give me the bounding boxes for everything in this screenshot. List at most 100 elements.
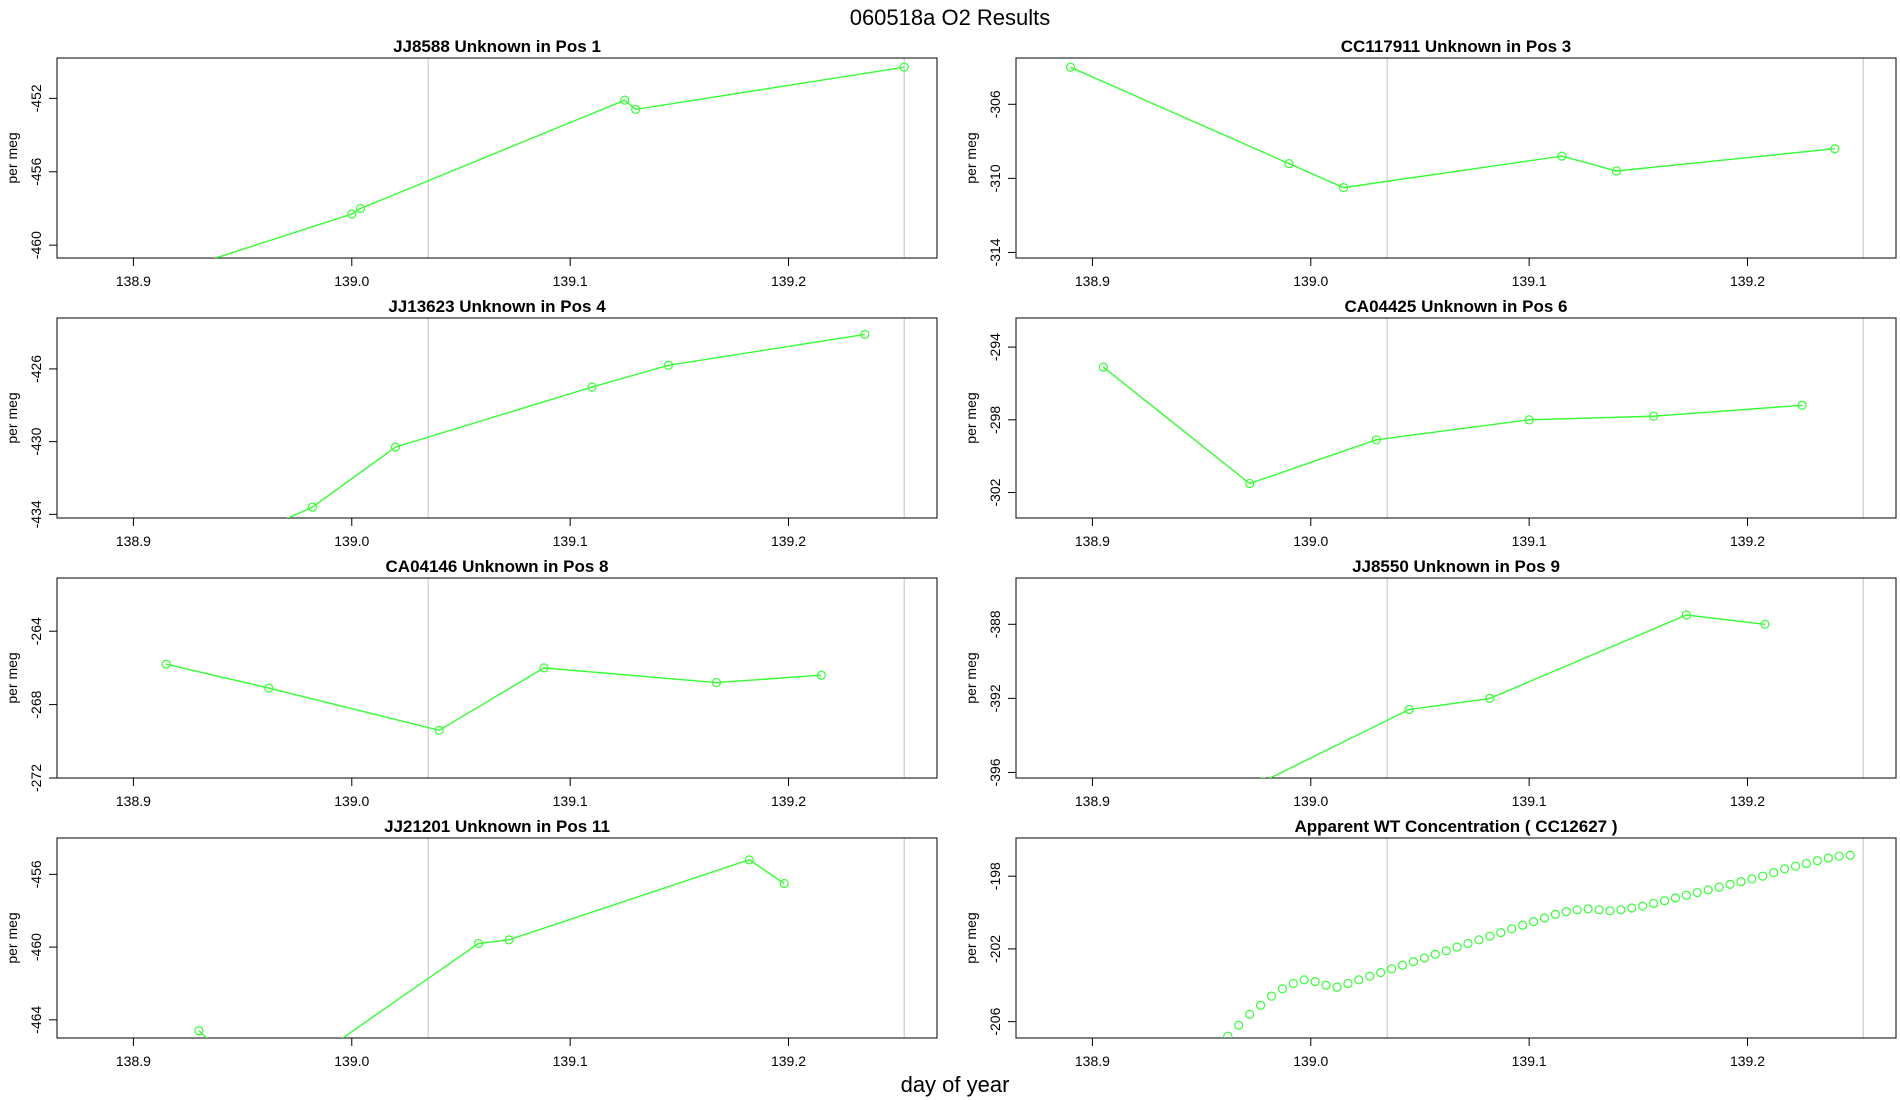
y-tick-label: -268: [28, 690, 44, 718]
x-tick-label: 139.0: [1293, 793, 1328, 809]
data-point: [1659, 896, 1670, 906]
y-tick-label: -198: [987, 862, 1003, 890]
x-tick-label: 139.0: [334, 793, 369, 809]
y-tick-label: -464: [28, 1006, 44, 1034]
panel-7: JJ21201 Unknown in Pos 11 138.9 139.0 139.1…: [4, 817, 938, 1069]
data-point: [1463, 938, 1473, 949]
data-point: [1474, 935, 1484, 945]
y-tick-label: -206: [987, 1007, 1003, 1035]
x-tick-label: 139.1: [553, 793, 588, 809]
y-axis-label: per meg: [963, 132, 979, 183]
data-point: [434, 725, 444, 735]
x-tick-label: 139.1: [553, 533, 588, 549]
data-point: [1681, 890, 1691, 900]
x-tick-label: 139.2: [771, 793, 806, 809]
data-point: [1408, 957, 1419, 967]
x-tick-label: 138.9: [1075, 273, 1110, 289]
data-point: [620, 95, 630, 105]
data-point: [1485, 931, 1495, 941]
data-point: [1670, 893, 1681, 903]
panel-title: CC117911 Unknown in Pos 3: [1341, 37, 1572, 56]
data-point: [779, 878, 789, 889]
data-point: [1376, 967, 1386, 978]
data-point: [355, 203, 366, 214]
data-point: [1496, 927, 1506, 938]
y-tick-label: -434: [28, 500, 44, 528]
data-point: [1277, 984, 1288, 994]
x-axis-label: day of year: [901, 1072, 1010, 1097]
x-tick-label: 139.2: [771, 533, 806, 549]
data-point: [1638, 901, 1648, 911]
data-point: [1649, 411, 1659, 421]
panel-2: CC117911 Unknown in Pos 3 138.9 139.0 139.1…: [963, 37, 1897, 289]
x-tick-label: 139.2: [1730, 533, 1765, 549]
data-point: [1605, 906, 1615, 916]
data-point: [1797, 400, 1807, 410]
x-tick-label: 139.0: [334, 273, 369, 289]
data-point: [161, 659, 171, 669]
data-point: [1812, 856, 1822, 866]
data-point: [663, 360, 674, 370]
data-point: [1747, 874, 1757, 884]
data-point: [1266, 991, 1277, 1001]
data-point: [264, 683, 274, 693]
data-point: [1354, 975, 1364, 985]
data-point: [1365, 971, 1375, 981]
y-tick-label: -388: [987, 610, 1003, 638]
y-axis-label: per meg: [963, 392, 979, 443]
plot-frame: [1015, 577, 1897, 779]
series-line: [286, 333, 866, 518]
data-point: [1518, 920, 1528, 930]
data-point: [587, 382, 597, 392]
plot-frame: [56, 837, 938, 1039]
data-point: [860, 329, 870, 339]
data-point: [744, 855, 754, 865]
y-tick-label: -310: [987, 164, 1003, 192]
x-tick-label: 139.1: [553, 273, 588, 289]
panel-title: JJ8550 Unknown in Pos 9: [1352, 557, 1560, 576]
y-axis-label: per meg: [4, 652, 20, 703]
data-point: [1441, 946, 1451, 956]
data-point: [1245, 478, 1255, 489]
x-tick-label: 139.2: [1730, 793, 1765, 809]
x-tick-label: 138.9: [116, 533, 151, 549]
data-point: [1790, 861, 1801, 871]
series-1: [213, 62, 909, 258]
data-point: [1758, 871, 1768, 881]
data-point: [1255, 1000, 1266, 1010]
data-point: [1371, 435, 1381, 445]
series-3: [286, 329, 870, 518]
data-point: [1760, 619, 1770, 629]
data-point: [1681, 610, 1691, 620]
y-tick-label: -202: [987, 935, 1003, 963]
data-point: [539, 663, 549, 673]
series-line: [166, 663, 822, 732]
x-tick-label: 138.9: [1075, 533, 1110, 549]
series-8: [1223, 850, 1855, 1038]
data-point: [1284, 158, 1294, 169]
panel-8: Apparent WT Concentration ( CC12627 ) 138…: [963, 817, 1897, 1069]
data-point: [347, 209, 357, 219]
y-tick-label: -426: [28, 355, 44, 383]
x-tick-label: 138.9: [116, 793, 151, 809]
y-tick-label: -452: [28, 84, 44, 112]
y-tick-label: -430: [28, 427, 44, 455]
panel-1: JJ8588 Unknown in Pos 1 138.9 139.0 139.1 13…: [4, 37, 938, 289]
data-point: [1397, 960, 1408, 970]
panel-3: JJ13623 Unknown in Pos 4 138.9 139.0 139.1 1…: [4, 297, 938, 549]
x-tick-label: 139.2: [771, 273, 806, 289]
data-point: [1507, 924, 1517, 934]
y-axis-label: per meg: [963, 652, 979, 703]
data-point: [1452, 942, 1462, 952]
panel-title: JJ13623 Unknown in Pos 4: [388, 297, 606, 316]
y-tick-label: -298: [987, 406, 1003, 434]
series-line: [1070, 66, 1835, 189]
data-point: [1830, 144, 1840, 154]
y-tick-label: -460: [28, 933, 44, 961]
data-point: [1823, 853, 1833, 863]
x-tick-label: 139.1: [1512, 1053, 1547, 1069]
plot-frame: [56, 317, 938, 519]
x-tick-label: 139.1: [1512, 533, 1547, 549]
data-point: [1419, 953, 1429, 963]
plot-frame: [56, 577, 938, 779]
